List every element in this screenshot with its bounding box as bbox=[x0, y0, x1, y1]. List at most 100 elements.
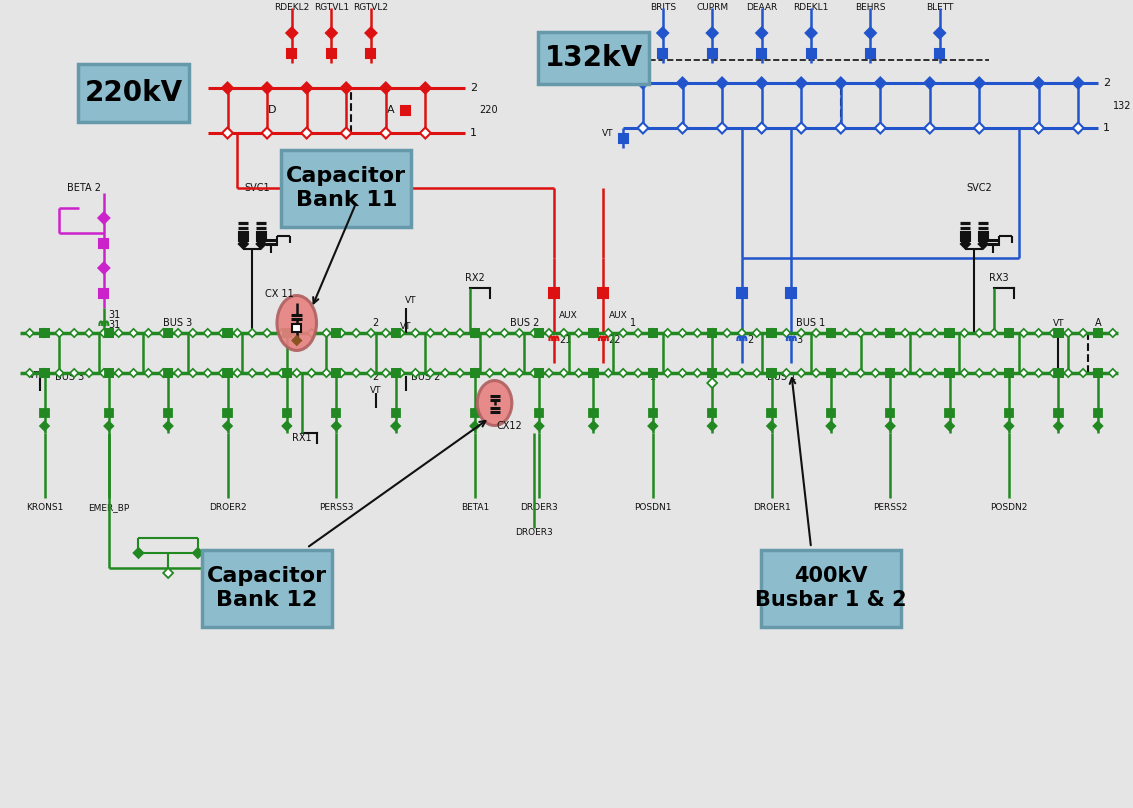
Polygon shape bbox=[979, 232, 988, 241]
Polygon shape bbox=[104, 409, 113, 417]
Polygon shape bbox=[875, 123, 886, 133]
Polygon shape bbox=[1033, 78, 1043, 89]
Polygon shape bbox=[708, 329, 716, 337]
Text: DROER3: DROER3 bbox=[520, 503, 557, 512]
Text: 2: 2 bbox=[373, 318, 380, 328]
Polygon shape bbox=[708, 48, 717, 57]
Text: KRONS1: KRONS1 bbox=[26, 503, 63, 512]
Polygon shape bbox=[382, 329, 390, 337]
Polygon shape bbox=[930, 368, 939, 377]
Polygon shape bbox=[976, 368, 983, 377]
Polygon shape bbox=[767, 368, 776, 377]
Polygon shape bbox=[589, 329, 597, 337]
Polygon shape bbox=[1093, 329, 1102, 337]
Text: BLETT: BLETT bbox=[926, 3, 953, 12]
Polygon shape bbox=[263, 329, 271, 337]
Text: DROER2: DROER2 bbox=[208, 503, 246, 512]
Polygon shape bbox=[619, 329, 628, 337]
Polygon shape bbox=[257, 239, 265, 249]
Polygon shape bbox=[827, 329, 835, 337]
Polygon shape bbox=[945, 422, 954, 431]
Polygon shape bbox=[366, 48, 375, 57]
Text: DROER1: DROER1 bbox=[752, 503, 791, 512]
Polygon shape bbox=[426, 329, 434, 337]
Text: BUS 2: BUS 2 bbox=[510, 318, 539, 328]
Polygon shape bbox=[1005, 422, 1013, 431]
Polygon shape bbox=[56, 368, 63, 377]
Polygon shape bbox=[173, 368, 182, 377]
Polygon shape bbox=[1073, 123, 1083, 133]
Text: SVC1: SVC1 bbox=[245, 183, 270, 193]
Polygon shape bbox=[589, 368, 597, 377]
Polygon shape bbox=[842, 329, 850, 337]
Polygon shape bbox=[945, 368, 954, 377]
Polygon shape bbox=[752, 329, 761, 337]
Polygon shape bbox=[835, 123, 846, 133]
Polygon shape bbox=[307, 368, 316, 377]
Polygon shape bbox=[257, 232, 265, 241]
Polygon shape bbox=[708, 368, 716, 377]
Polygon shape bbox=[945, 329, 954, 337]
Text: 2: 2 bbox=[747, 335, 753, 345]
Polygon shape bbox=[693, 368, 701, 377]
Polygon shape bbox=[857, 368, 864, 377]
Polygon shape bbox=[1093, 368, 1102, 377]
Polygon shape bbox=[332, 409, 340, 417]
Polygon shape bbox=[827, 368, 835, 377]
Text: CX12: CX12 bbox=[496, 421, 522, 431]
Text: 1: 1 bbox=[470, 128, 477, 138]
FancyBboxPatch shape bbox=[538, 32, 649, 84]
Polygon shape bbox=[516, 368, 523, 377]
Polygon shape bbox=[322, 368, 331, 377]
Polygon shape bbox=[757, 48, 766, 57]
Polygon shape bbox=[973, 123, 985, 133]
Polygon shape bbox=[935, 48, 944, 57]
Polygon shape bbox=[901, 329, 909, 337]
Polygon shape bbox=[283, 409, 291, 417]
Polygon shape bbox=[589, 368, 597, 377]
Polygon shape bbox=[756, 123, 767, 133]
Polygon shape bbox=[397, 368, 404, 377]
Polygon shape bbox=[589, 329, 597, 337]
Polygon shape bbox=[871, 368, 879, 377]
Polygon shape bbox=[664, 368, 672, 377]
Polygon shape bbox=[1034, 329, 1042, 337]
Text: 400kV
Busbar 1 & 2: 400kV Busbar 1 & 2 bbox=[755, 566, 906, 610]
Polygon shape bbox=[1005, 329, 1013, 337]
Polygon shape bbox=[649, 329, 657, 337]
Polygon shape bbox=[332, 329, 340, 337]
Polygon shape bbox=[223, 368, 231, 377]
Polygon shape bbox=[796, 368, 806, 377]
Polygon shape bbox=[1064, 368, 1073, 377]
Polygon shape bbox=[292, 368, 301, 377]
FancyBboxPatch shape bbox=[760, 549, 901, 626]
Text: 21: 21 bbox=[559, 335, 571, 345]
Polygon shape bbox=[282, 422, 291, 431]
Polygon shape bbox=[648, 422, 657, 431]
Text: BUS 3: BUS 3 bbox=[54, 372, 84, 382]
Polygon shape bbox=[619, 368, 628, 377]
Polygon shape bbox=[159, 329, 168, 337]
Polygon shape bbox=[338, 368, 346, 377]
Polygon shape bbox=[41, 329, 49, 337]
Polygon shape bbox=[426, 368, 434, 377]
Polygon shape bbox=[219, 368, 227, 377]
Text: VT: VT bbox=[400, 322, 411, 331]
Polygon shape bbox=[381, 128, 391, 138]
Polygon shape bbox=[649, 368, 657, 377]
Polygon shape bbox=[41, 329, 49, 337]
Polygon shape bbox=[332, 329, 340, 337]
Polygon shape bbox=[708, 329, 716, 337]
Polygon shape bbox=[1054, 409, 1063, 417]
Polygon shape bbox=[292, 336, 301, 345]
Text: SVC2: SVC2 bbox=[966, 183, 993, 193]
Polygon shape bbox=[782, 329, 791, 337]
Polygon shape bbox=[604, 368, 613, 377]
Polygon shape bbox=[649, 368, 657, 377]
Text: A: A bbox=[386, 105, 394, 115]
Polygon shape bbox=[589, 329, 597, 337]
Polygon shape bbox=[262, 128, 273, 138]
Polygon shape bbox=[41, 409, 49, 417]
Polygon shape bbox=[134, 548, 144, 558]
Polygon shape bbox=[338, 329, 346, 337]
